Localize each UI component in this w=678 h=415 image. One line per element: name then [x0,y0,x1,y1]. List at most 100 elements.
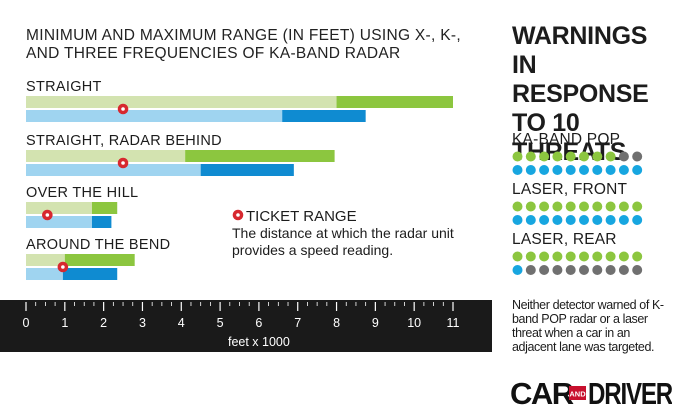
no-warning-dot [592,265,603,275]
blue-warning-dot [632,165,643,175]
car-and-driver-logo: CAR AND DRIVER [510,376,672,408]
no-warning-dot [618,151,629,162]
green-warning-dot [565,251,576,262]
green-warning-dot [512,201,523,212]
threat-item: LASER, REAR [512,231,672,275]
warnings-footnote: Neither detector warned of K-band POP ra… [512,298,664,354]
svg-text:DRIVER: DRIVER [588,376,672,408]
group-label: STRAIGHT [26,79,102,95]
green-max-bar [91,202,118,214]
green-min-bar [26,150,186,162]
blue-warning-dot [552,215,563,225]
x-tick-label: 7 [294,316,301,330]
warnings-title: WARNINGS IN RESPONSE TO 10 THREATS [512,22,649,166]
x-tick-label: 9 [372,316,379,330]
blue-warning-dot [512,215,523,225]
green-min-bar [26,254,65,266]
green-warning-dot [605,151,616,162]
x-tick-label: 2 [100,316,107,330]
x-tick-label: 1 [61,316,68,330]
blue-warning-dot [512,265,523,275]
blue-warning-dot [565,165,576,175]
range-chart: STRAIGHT STRAIGHT, RADAR BEHIND OVER THE H… [0,79,492,352]
blue-warning-dot [632,215,643,225]
blue-warning-dot [552,165,563,175]
threat-label: LASER, FRONT [512,181,628,198]
ticket-range-marker-center [121,107,125,111]
blue-min-bar [26,216,92,228]
green-max-bar [336,96,453,108]
no-warning-dot [618,265,629,275]
green-warning-dot [552,201,563,212]
threat-label: KA-BAND POP [512,131,621,148]
no-warning-dot [579,265,589,275]
green-warning-dot [525,251,536,262]
green-warning-dot [579,151,589,162]
blue-warning-dot [565,215,576,225]
x-tick-label: 0 [23,316,30,330]
no-warning-dot [632,151,643,162]
blue-warning-dot [539,165,550,175]
no-warning-dot [539,265,550,275]
blue-warning-dot [618,165,629,175]
blue-warning-dot [605,215,616,225]
green-warning-dot [552,251,563,262]
green-warning-dot [618,201,629,212]
green-warning-dot [512,251,523,262]
green-warning-dot [632,251,643,262]
blue-warning-dot [579,215,589,225]
green-warning-dot [525,201,536,212]
x-axis-band [0,300,492,352]
x-tick-label: 3 [139,316,146,330]
blue-warning-dot [592,215,603,225]
blue-min-bar [26,164,201,176]
blue-warning-dot [525,215,536,225]
threat-dots [512,201,643,225]
legend-title: TICKET RANGE [246,208,357,225]
green-warning-dot [605,201,616,212]
green-warning-dot [592,151,603,162]
group-label: AROUND THE BEND [26,237,170,253]
no-warning-dot [632,265,643,275]
x-tick-label: 8 [333,316,340,330]
threat-label: LASER, REAR [512,231,617,248]
green-min-bar [26,202,92,214]
blue-warning-dot [618,215,629,225]
ticket-range-marker-center [45,213,50,217]
blue-max-bar [282,110,366,122]
blue-warning-dot [605,165,616,175]
blue-min-bar [26,268,63,280]
x-tick-label: 5 [217,316,224,330]
green-max-bar [64,254,135,266]
green-warning-dot [605,251,616,262]
green-warning-dot [592,201,603,212]
no-warning-dot [552,265,563,275]
blue-warning-dot [592,165,603,175]
svg-text:AND: AND [569,390,586,399]
blue-warning-dot [579,165,589,175]
green-warning-dot [539,151,550,162]
green-warning-dot [579,251,589,262]
threat-dots [512,251,643,275]
ticket-marker-icon [232,209,244,221]
no-warning-dot [525,265,536,275]
ticket-range-marker-center [121,161,125,165]
legend-description: The distance at which the radar unit pro… [232,225,454,258]
green-warning-dot [512,151,523,162]
green-warning-dot [539,251,550,262]
green-warning-dot [525,151,536,162]
x-axis-label: feet x 1000 [228,335,290,349]
green-warning-dot [565,151,576,162]
green-warning-dot [565,201,576,212]
threat-item: KA-BAND POP [512,131,672,175]
blue-max-bar [200,164,294,176]
threat-dots [512,151,643,175]
x-tick-label: 4 [178,316,185,330]
x-tick-label: 6 [255,316,262,330]
x-tick-label: 11 [447,316,460,330]
blue-min-bar [26,110,283,122]
chart-title: MINIMUM AND MAXIMUM RANGE (IN FEET) USIN… [26,27,461,62]
threat-item: LASER, FRONT [512,181,672,225]
ticket-range-marker-center [61,265,65,269]
no-warning-dot [605,265,616,275]
